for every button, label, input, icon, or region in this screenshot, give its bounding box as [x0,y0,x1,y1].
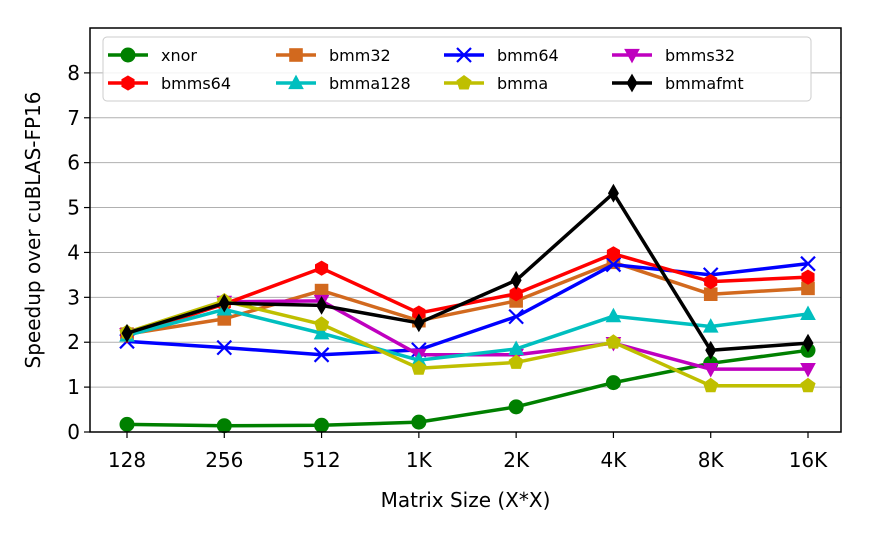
point-bmmafmt-512 [316,296,328,315]
point-xnor-4K [605,375,621,391]
point-bmm64-16K [800,255,816,272]
point-bmms64-4K [606,246,620,262]
point-bmma128-4K [605,307,622,323]
legend-item-bmms32: bmms32 [612,46,735,65]
point-bmms64-2K [509,286,523,302]
legend: xnor bmm32 bmm64 bmms32 bmms64 bmma128 bmma bmm… [102,36,812,102]
y-axis-label: Speedup over cuBLAS-FP16 [21,92,45,369]
point-bmm64-2K-stroke-b [508,308,524,325]
y-tick-label-7: 7 [67,106,80,130]
point-bmms64-16K [801,269,815,285]
point-bmms64-512 [315,260,329,276]
x-tick-label-512: 512 [302,448,340,472]
point-bmms32-16K [800,363,816,378]
legend-marker-bmma128 [288,74,304,90]
legend-item-bmm64: bmm64 [444,46,559,65]
point-bmm64-16K-stroke-b [800,255,816,272]
point-bmmafmt-16K [802,333,814,353]
legend-label-bmms32: bmms32 [665,46,735,65]
line-bmm64 [126,261,809,357]
point-bmm64-4K-stroke-b [605,256,622,273]
y-tick-label-0: 0 [67,420,80,444]
legend-label-xnor: xnor [161,46,197,65]
point-bmma-2K [508,354,524,369]
legend-item-bmms64: bmms64 [108,74,231,93]
point-bmma-1K [411,360,427,375]
point-xnor-128 [119,416,135,432]
series-layer [119,183,816,434]
y-tick-label-2: 2 [67,330,80,354]
point-bmma-4K [605,334,622,349]
legend-marker-bmm32 [289,48,303,62]
y-tick-label-8: 8 [67,61,80,85]
legend-marker-bmm64-stroke-b [456,47,472,63]
legend-label-bmma128: bmma128 [329,74,411,93]
point-bmma-8K [703,377,719,393]
legend-marker-bmma [456,75,472,90]
point-xnor-2K [508,399,524,415]
point-bmm64-2K [508,308,524,325]
legend-label-bmms64: bmms64 [161,74,231,93]
legend-label-bmm32: bmm32 [329,46,391,65]
legend-label-bmm64: bmm64 [497,46,559,65]
point-bmmafmt-128 [121,323,133,343]
point-bmm64-512 [313,347,330,363]
legend-marker-bmmafmt [626,73,638,93]
x-tick-label-16K: 16K [789,448,828,472]
y-tick-label-4: 4 [67,240,80,264]
legend-item-bmmafmt: bmmafmt [612,73,744,93]
point-bmms64-8K [704,274,718,290]
point-bmms32-8K [702,363,719,378]
point-bmmafmt-8K [705,340,717,360]
point-xnor-256 [216,418,232,434]
x-tick-label-256: 256 [205,448,243,472]
legend-item-bmma: bmma [444,74,548,93]
legend-label-bmma: bmma [497,74,548,93]
axis-layer: 0 1 2 3 4 5 6 7 8 128 256 512 1K 2K 4K 8K 16K [67,61,828,472]
point-bmmafmt-2K [510,270,522,290]
point-xnor-512 [314,417,330,433]
legend-item-bmm32: bmm32 [276,46,391,65]
point-bmma-512 [313,316,330,331]
line-bmmafmt [126,191,809,353]
point-bmm64-256 [216,339,233,356]
point-bmm64-512-stroke-b [313,347,330,363]
legend-marker-bmms32 [624,48,640,64]
y-tick-label-1: 1 [67,375,80,399]
point-bmm64-256-stroke-b [216,339,233,356]
x-tick-label-2K: 2K [503,448,530,472]
x-tick-label-8K: 8K [698,448,725,472]
legend-marker-bmm64 [456,47,472,63]
point-bmma128-8K [702,318,719,333]
point-bmmafmt-1K [413,313,425,333]
grid-layer [90,72,841,388]
legend-marker-bmms64 [121,75,135,91]
point-bmmafmt-4K [607,183,619,203]
point-bmmafmt-256 [218,293,230,313]
point-bmm64-4K [605,256,622,273]
point-xnor-1K [411,414,427,430]
point-bmma128-512 [313,324,330,340]
y-tick-label-5: 5 [67,196,80,220]
legend-label-bmmafmt: bmmafmt [665,74,744,93]
x-tick-label-4K: 4K [601,448,628,472]
x-axis-label: Matrix Size (X*X) [381,488,551,512]
legend-item-xnor: xnor [108,46,197,65]
y-tick-label-6: 6 [67,151,80,175]
series-bmmafmt [121,183,814,360]
y-tick-label-3: 3 [67,285,80,309]
x-tick-label-1K: 1K [406,448,433,472]
legend-item-bmma128: bmma128 [276,74,411,93]
point-bmma-16K [800,377,816,393]
legend-marker-xnor [120,47,136,63]
point-bmm32-8K [703,287,718,301]
x-tick-label-128: 128 [108,448,146,472]
point-bmma128-16K [800,305,816,321]
plot-frame [89,27,842,433]
